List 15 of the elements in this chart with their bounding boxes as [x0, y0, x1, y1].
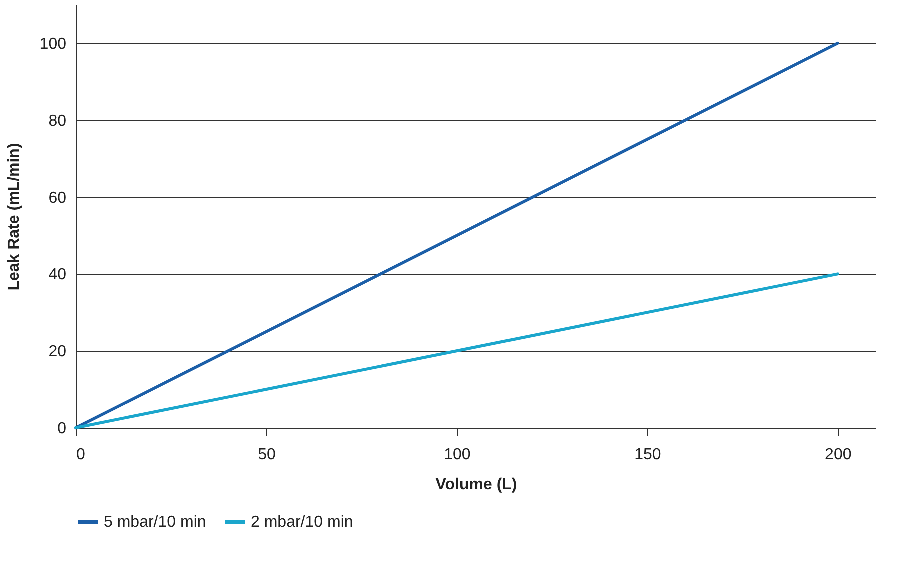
legend-label: 5 mbar/10 min — [104, 514, 206, 531]
y-tick-label: 100 — [40, 36, 67, 53]
x-tick-label: 0 — [76, 446, 86, 464]
y-tick-label: 20 — [48, 344, 67, 361]
x-tick-label: 100 — [444, 446, 471, 464]
y-tick-label: 40 — [48, 266, 67, 284]
x-tick-label: 50 — [258, 446, 276, 464]
x-axis-title: Volume (L) — [436, 476, 518, 494]
x-tick-label: 200 — [825, 446, 852, 464]
y-tick-label: 0 — [58, 420, 67, 438]
y-tick-label: 60 — [48, 190, 67, 207]
y-tick-label: 80 — [48, 112, 67, 130]
y-axis-title: Leak Rate (mL/min) — [6, 143, 23, 291]
x-tick-label: 150 — [634, 446, 662, 464]
legend-label: 2 mbar/10 min — [251, 514, 354, 531]
